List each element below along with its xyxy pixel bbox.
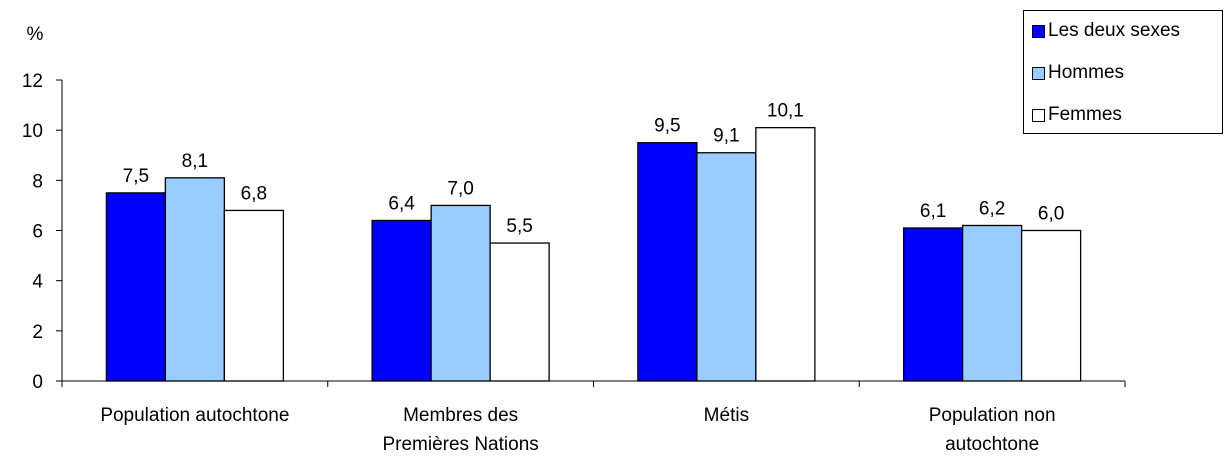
data-label: 6,1 xyxy=(920,201,946,222)
bar xyxy=(961,224,1023,382)
bar xyxy=(371,219,432,382)
legend-swatch-men xyxy=(1032,66,1045,80)
data-label: 6,0 xyxy=(1038,204,1064,225)
y-tick-label: 10 xyxy=(22,121,43,142)
data-label: 9,5 xyxy=(654,116,680,137)
legend-label-men: Hommes xyxy=(1048,62,1125,83)
bar xyxy=(696,152,757,382)
legend-item-both-sexes: Les deux sexes xyxy=(1032,19,1180,43)
y-tick-label: 0 xyxy=(32,372,43,393)
data-label: 6,2 xyxy=(979,198,1005,219)
legend-label-both-sexes: Les deux sexes xyxy=(1048,20,1181,41)
x-category-label: Métis xyxy=(704,405,749,426)
legend-item-men: Hommes xyxy=(1032,61,1124,85)
legend-swatch-both-sexes xyxy=(1032,24,1045,38)
data-label: 9,1 xyxy=(713,126,739,147)
legend: Les deux sexes Hommes Femmes xyxy=(1023,10,1223,134)
bar xyxy=(430,204,491,382)
y-tick-label: 12 xyxy=(22,71,43,92)
bar xyxy=(755,127,816,382)
legend-label-women: Femmes xyxy=(1048,104,1122,125)
y-tick-label: 4 xyxy=(32,272,43,293)
data-label: 8,1 xyxy=(182,151,208,172)
y-tick-label: 6 xyxy=(32,222,43,243)
data-label: 7,5 xyxy=(123,166,149,187)
legend-item-women: Femmes xyxy=(1032,103,1122,127)
bar xyxy=(223,209,285,382)
bar xyxy=(105,192,167,382)
x-category-label: Membres des xyxy=(403,405,518,426)
bar xyxy=(489,242,550,382)
data-label: 10,1 xyxy=(767,101,804,122)
data-label: 5,5 xyxy=(506,216,532,237)
data-label: 6,4 xyxy=(388,193,415,214)
y-tick-label: 2 xyxy=(32,322,43,343)
bar xyxy=(164,177,226,382)
x-category-label: autochtone xyxy=(945,434,1039,455)
legend-swatch-women xyxy=(1032,108,1045,122)
bar xyxy=(637,142,698,382)
bar xyxy=(1020,229,1082,382)
data-label: 7,0 xyxy=(447,178,473,199)
data-label: 6,8 xyxy=(241,183,267,204)
x-category-label: Premières Nations xyxy=(382,434,538,455)
y-axis-label: % xyxy=(27,24,44,45)
bar xyxy=(902,227,964,382)
x-category-label: Population non xyxy=(929,405,1056,426)
x-category-label: Population autochtone xyxy=(100,405,289,426)
y-tick-label: 8 xyxy=(32,171,43,192)
